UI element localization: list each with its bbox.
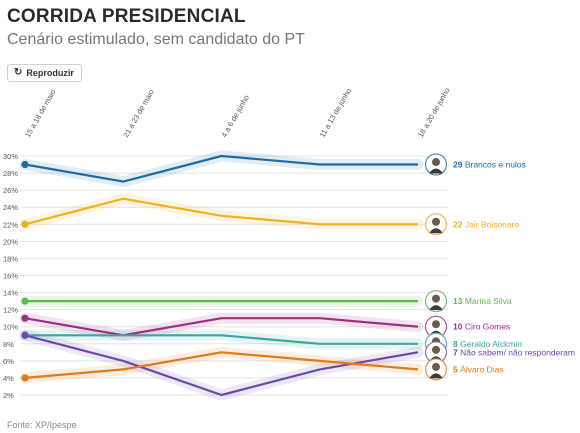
x-tick-label: 15 a 18 de maio: [23, 88, 58, 139]
x-tick-label: 4 a 6 de junho: [219, 93, 251, 139]
series-line: [24, 197, 418, 226]
series-end-label: 8 Geraldo Alckmin: [453, 339, 522, 349]
series-end-label: 13 Marina Silva: [453, 296, 512, 306]
replay-button[interactable]: ↻ Reproduzir: [7, 64, 82, 82]
avatar-body: [429, 305, 443, 311]
series-name: Jair Bolsonaro: [462, 219, 519, 229]
y-tick-label: 30%: [3, 152, 18, 161]
replay-button-label: Reproduzir: [26, 68, 74, 78]
series-end-label: 5 Álvaro Dias: [453, 364, 504, 374]
series-end-value: 7: [453, 347, 458, 357]
series-end-value: 8: [453, 339, 458, 349]
avatar-body: [429, 373, 443, 379]
series-end-value: 13: [453, 296, 463, 306]
series-band: [19, 193, 424, 230]
series-lines: [24, 154, 419, 397]
avatar-ring: [424, 358, 448, 381]
avatar-body: [429, 168, 443, 174]
avatar-head: [432, 362, 440, 371]
series-band: [19, 329, 424, 350]
y-tick-label: 6%: [3, 357, 14, 366]
replay-icon: ↻: [14, 67, 23, 78]
chart-subtitle: Cenário estimulado, sem candidato do PT: [7, 31, 305, 48]
avatar-head: [432, 320, 440, 329]
series-end-label: 7 Não sabem/ não responderam: [453, 347, 575, 357]
y-tick-label: 24%: [3, 203, 18, 212]
series-start-point: [21, 314, 29, 322]
series-end-value: 10: [453, 322, 463, 332]
series-name: Marina Silva: [462, 296, 511, 306]
series-end-value: 5: [453, 364, 458, 374]
series-line: [24, 317, 419, 337]
source-note: Fonte: XP/Ipespe: [7, 420, 77, 430]
y-tick-label: 28%: [3, 169, 18, 178]
series-line: [25, 334, 418, 345]
avatar-head: [432, 345, 440, 354]
y-tick-label: 8%: [3, 340, 14, 349]
x-tick-label: 11 a 13 de junho: [318, 87, 353, 139]
candidate-avatar: [424, 153, 448, 176]
y-axis-ticks: 2% 4% 6% 8% 10% 12% 14% 16% 18% 20% 22% 24% 26% 28% 30…: [3, 152, 18, 400]
y-tick-label: 14%: [3, 289, 18, 298]
series-name: Álvaro Dias: [458, 364, 504, 374]
candidate-avatar: [424, 290, 448, 313]
avatar-ring: [424, 153, 448, 176]
y-tick-label: 12%: [3, 306, 18, 315]
series-end-value: 22: [453, 219, 463, 229]
avatar-head: [432, 294, 440, 303]
series-end-value: 29: [453, 160, 463, 170]
series-start-point: [21, 220, 29, 228]
y-tick-label: 26%: [3, 186, 18, 195]
series-name: Não sabem/ não responderam: [458, 347, 575, 357]
chart-title: CORRIDA PRESIDENCIAL: [7, 6, 246, 27]
y-tick-label: 10%: [3, 323, 18, 332]
x-tick-label: 18 a 20 de junho: [416, 86, 452, 139]
series-start-point: [21, 297, 29, 305]
y-tick-label: 2%: [3, 391, 14, 400]
series-name: Geraldo Alckmin: [458, 339, 523, 349]
avatar-ring: [424, 213, 448, 236]
series-line: [24, 154, 418, 183]
avatar-ring: [424, 290, 448, 313]
series-name: Brancos e nulos: [462, 160, 525, 170]
y-tick-label: 4%: [3, 374, 14, 383]
series-start-point: [21, 374, 29, 382]
y-tick-label: 20%: [3, 237, 18, 246]
end-labels: 29 Brancos e nulos 22 Jair Bolsonaro 13 Ma…: [453, 160, 575, 375]
series-line: [24, 351, 419, 379]
grid-lines: [20, 155, 448, 396]
series-end-label: 10 Ciro Gomes: [453, 322, 510, 332]
avatar-head: [432, 217, 440, 226]
x-tick-label: 21 a 23 de maio: [121, 88, 156, 139]
candidate-avatar: [424, 358, 448, 381]
avatar-head: [432, 158, 440, 167]
y-tick-label: 18%: [3, 254, 18, 263]
series-end-label: 29 Brancos e nulos: [453, 160, 526, 170]
candidate-avatar: [424, 213, 448, 236]
series-start-point: [21, 331, 29, 339]
candidate-avatars: [424, 153, 448, 381]
y-tick-label: 22%: [3, 220, 18, 229]
series-end-label: 22 Jair Bolsonaro: [453, 219, 519, 229]
x-axis-ticks: 15 a 18 de maio 21 a 23 de maio 4 a 6 de j…: [23, 86, 452, 139]
series-band: [19, 150, 424, 188]
series-start-point: [21, 160, 29, 169]
avatar-body: [429, 228, 443, 234]
series-points: [21, 160, 29, 382]
series-name: Ciro Gomes: [462, 322, 510, 332]
y-tick-label: 16%: [3, 272, 18, 281]
